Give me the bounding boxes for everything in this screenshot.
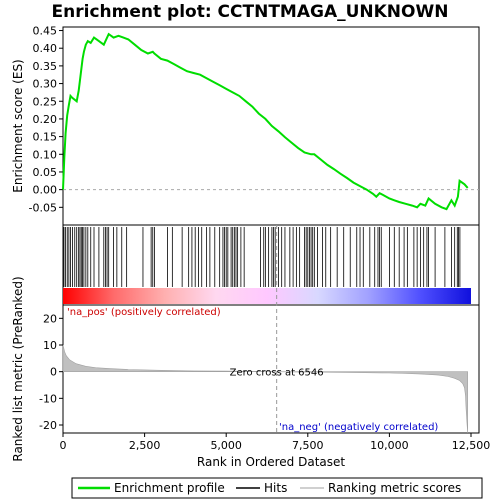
enrichment-profile-line	[62, 32, 469, 211]
legend-box	[71, 477, 483, 499]
x-tick-label: 7,500	[292, 439, 324, 452]
metric-y-axis: -20 -10 0 10 20	[39, 312, 63, 432]
es-y-tick-label: 0.35	[33, 60, 58, 73]
x-tick-label: 2,500	[129, 439, 161, 452]
es-y-axis: -0.05 0.00 0.05 0.10 0.15 0.20 0.25 0.30 0.35 0.4…	[29, 25, 63, 214]
negative-correlation-label: 'na_neg' (negatively correlated)	[279, 422, 438, 433]
es-y-tick-label: 0.15	[33, 131, 58, 144]
x-tick-label: 0	[60, 439, 67, 452]
chart-title: Enrichment plot: CCTNTMAGA_UNKNOWN	[52, 2, 449, 22]
es-y-tick-label: 0.20	[33, 113, 58, 126]
ranking-metric-area	[62, 344, 468, 434]
legend: Enrichment profile Hits Ranking metric s…	[71, 477, 483, 499]
metric-y-tick-label: -10	[39, 392, 57, 405]
es-y-tick-label: 0.05	[33, 166, 58, 179]
x-axis: 0 2,500 5,000 7,500 10,000 12,500	[60, 433, 491, 452]
es-y-tick-label: 0.30	[33, 78, 58, 91]
metric-y-tick-label: 0	[50, 366, 57, 379]
es-y-tick-label: 0.40	[33, 42, 58, 55]
hit-markers	[63, 227, 461, 287]
es-y-tick-label: -0.05	[29, 201, 57, 214]
es-y-tick-label: 0.25	[33, 95, 58, 108]
metric-y-tick-label: 20	[43, 312, 57, 325]
metric-y-tick-label: -20	[39, 419, 57, 432]
es-y-tick-label: 0.00	[33, 184, 58, 197]
legend-hits-label: Hits	[264, 481, 287, 495]
es-axis-title: Enrichment score (ES)	[11, 59, 25, 192]
es-y-tick-label: 0.10	[33, 148, 58, 161]
x-tick-label: 10,000	[370, 439, 409, 452]
metric-axis-title: Ranked list metric (PreRanked)	[11, 276, 25, 461]
legend-enrichment-label: Enrichment profile	[114, 481, 225, 495]
x-axis-title: Rank in Ordered Dataset	[197, 455, 345, 469]
legend-metric-label: Ranking metric scores	[328, 481, 461, 495]
positive-correlation-label: 'na_pos' (positively correlated)	[67, 307, 221, 318]
rank-heatmap-bar	[63, 288, 471, 304]
zero-cross-label: Zero cross at 6546	[230, 368, 324, 379]
x-tick-label: 5,000	[210, 439, 242, 452]
metric-y-tick-label: 10	[43, 339, 57, 352]
x-tick-label: 12,500	[452, 439, 491, 452]
es-y-tick-label: 0.45	[33, 25, 58, 38]
